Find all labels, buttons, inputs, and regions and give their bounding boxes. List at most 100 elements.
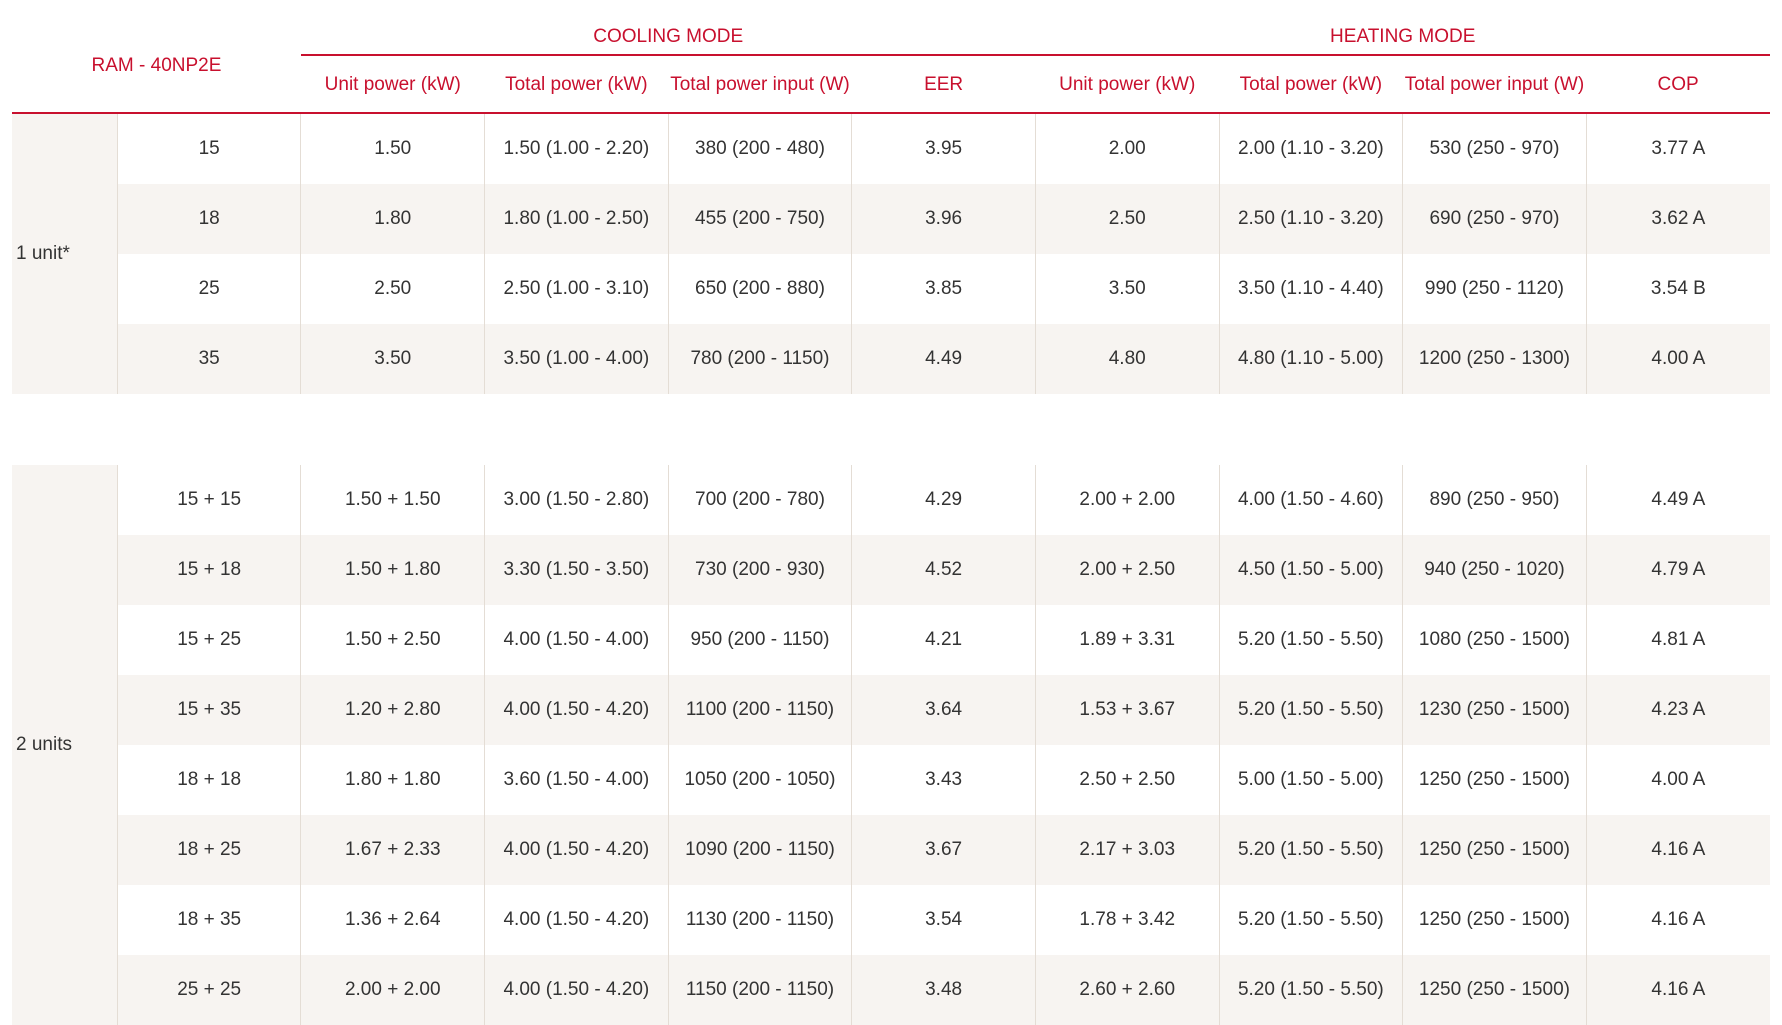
table-cell: 5.20 (1.50 - 5.50) — [1218, 815, 1403, 885]
table-cell: 1.67 + 2.33 — [300, 815, 485, 885]
table-cell: 1.36 + 2.64 — [300, 885, 485, 955]
row-config-cell: 15 — [116, 113, 301, 184]
table-cell: 4.52 — [851, 535, 1036, 605]
table-cell: 3.48 — [851, 955, 1036, 1025]
table-cell: 4.23 A — [1585, 675, 1770, 745]
table-row: 18 + 25 1.67 + 2.33 4.00 (1.50 - 4.20) 1090… — [12, 815, 1770, 885]
table-cell: 940 (250 - 1020) — [1402, 535, 1587, 605]
table-cell: 4.00 A — [1585, 324, 1770, 394]
table-cell: 3.77 A — [1585, 113, 1770, 184]
table-cell: 5.20 (1.50 - 5.50) — [1218, 605, 1403, 675]
table-cell: 2.17 + 3.03 — [1034, 815, 1220, 885]
table-cell: 5.00 (1.50 - 5.00) — [1218, 745, 1403, 815]
table-row: 15 + 25 1.50 + 2.50 4.00 (1.50 - 4.00) 950 … — [12, 605, 1770, 675]
table-cell: 2.50 — [300, 254, 485, 324]
group-label: 2 units — [12, 465, 118, 1025]
table-cell: 1050 (200 - 1050) — [667, 745, 852, 815]
row-config-cell: 15 + 35 — [116, 675, 301, 745]
table-row: 18 + 18 1.80 + 1.80 3.60 (1.50 - 4.00) 1050… — [12, 745, 1770, 815]
table-cell: 380 (200 - 480) — [667, 113, 852, 184]
table-cell: 1.89 + 3.31 — [1034, 605, 1220, 675]
table-cell: 1250 (250 - 1500) — [1402, 745, 1587, 815]
table-cell: 4.80 — [1034, 324, 1220, 394]
col-eer: EER — [851, 55, 1036, 114]
table-row: 35 3.50 3.50 (1.00 - 4.00) 780 (200 - 1150)… — [12, 324, 1770, 394]
table-cell: 890 (250 - 950) — [1402, 465, 1587, 535]
table-cell: 1130 (200 - 1150) — [667, 885, 852, 955]
table-cell: 1150 (200 - 1150) — [667, 955, 852, 1025]
table-cell: 4.00 (1.50 - 4.60) — [1218, 465, 1403, 535]
table-cell: 4.50 (1.50 - 5.00) — [1218, 535, 1403, 605]
table-cell: 1.50 + 2.50 — [300, 605, 485, 675]
table-cell: 2.00 (1.10 - 3.20) — [1218, 113, 1403, 184]
table-cell: 1.20 + 2.80 — [300, 675, 485, 745]
table-cell: 1080 (250 - 1500) — [1402, 605, 1587, 675]
table-cell: 2.00 + 2.50 — [1034, 535, 1220, 605]
table-cell: 4.21 — [851, 605, 1036, 675]
table-cell: 950 (200 - 1150) — [667, 605, 852, 675]
table-row: 15 + 35 1.20 + 2.80 4.00 (1.50 - 4.20) 1100… — [12, 675, 1770, 745]
table-cell: 3.50 (1.10 - 4.40) — [1218, 254, 1403, 324]
table-row: 2 units 15 + 15 1.50 + 1.50 3.00 (1.50 - 2.… — [12, 465, 1770, 1025]
table-row: 15 + 18 1.50 + 1.80 3.30 (1.50 - 3.50) 730 … — [12, 535, 1770, 605]
row-config-cell: 15 + 25 — [116, 605, 301, 675]
table-cell: 780 (200 - 1150) — [667, 324, 852, 394]
table-header: RAM - 40NP2E COOLING MODE HEATING MODE U… — [12, 20, 1770, 114]
table-cell: 5.20 (1.50 - 5.50) — [1218, 955, 1403, 1025]
table-cell: 1.80 — [300, 184, 485, 254]
table-cell: 4.00 (1.50 - 4.20) — [484, 815, 669, 885]
table-cell: 3.30 (1.50 - 3.50) — [484, 535, 669, 605]
table-cell: 3.54 B — [1585, 254, 1770, 324]
table-cell: 1250 (250 - 1500) — [1402, 815, 1587, 885]
table-cell: 4.49 A — [1585, 465, 1770, 535]
table-cell: 4.80 (1.10 - 5.00) — [1218, 324, 1403, 394]
table-cell: 4.00 (1.50 - 4.00) — [484, 605, 669, 675]
table-cell: 2.60 + 2.60 — [1034, 955, 1220, 1025]
row-config-cell: 25 + 25 — [116, 955, 301, 1025]
table-cell: 1.80 (1.00 - 2.50) — [484, 184, 669, 254]
table-cell: 3.50 — [1034, 254, 1220, 324]
table-cell: 4.79 A — [1585, 535, 1770, 605]
row-config-cell: 18 + 35 — [116, 885, 301, 955]
table-cell: 1.50 — [300, 113, 485, 184]
table-cell: 4.81 A — [1585, 605, 1770, 675]
table-cell: 1200 (250 - 1300) — [1402, 324, 1587, 394]
row-config-cell: 18 — [116, 184, 301, 254]
table-cell: 4.16 A — [1585, 815, 1770, 885]
table-cell: 4.00 (1.50 - 4.20) — [484, 885, 669, 955]
table-cell: 455 (200 - 750) — [667, 184, 852, 254]
spec-table: RAM - 40NP2E COOLING MODE HEATING MODE U… — [12, 20, 1770, 1025]
col-cop: COP — [1586, 55, 1770, 114]
table-cell: 2.50 — [1034, 184, 1220, 254]
table-cell: 4.00 A — [1585, 745, 1770, 815]
cooling-mode-header: COOLING MODE — [300, 20, 1036, 56]
table-cell: 1.53 + 3.67 — [1034, 675, 1220, 745]
row-config-cell: 25 — [116, 254, 301, 324]
col-total-input-heating: Total power input (W) — [1402, 55, 1587, 114]
table-cell: 3.96 — [851, 184, 1036, 254]
col-unit-power-heating: Unit power (kW) — [1035, 55, 1220, 114]
group-spacer — [12, 394, 1770, 465]
table-cell: 1230 (250 - 1500) — [1402, 675, 1587, 745]
table-cell: 2.50 + 2.50 — [1034, 745, 1220, 815]
table-cell: 700 (200 - 780) — [667, 465, 852, 535]
table-cell: 3.85 — [851, 254, 1036, 324]
table-cell: 730 (200 - 930) — [667, 535, 852, 605]
table-cell: 3.60 (1.50 - 4.00) — [484, 745, 669, 815]
table-cell: 3.67 — [851, 815, 1036, 885]
table-cell: 1.78 + 3.42 — [1034, 885, 1220, 955]
table-cell: 1.80 + 1.80 — [300, 745, 485, 815]
table-cell: 3.95 — [851, 113, 1036, 184]
row-config-cell: 18 + 18 — [116, 745, 301, 815]
col-total-input-cooling: Total power input (W) — [668, 55, 852, 114]
table-cell: 3.62 A — [1585, 184, 1770, 254]
table-cell: 650 (200 - 880) — [667, 254, 852, 324]
table-cell: 1100 (200 - 1150) — [667, 675, 852, 745]
table-cell: 3.50 — [300, 324, 485, 394]
col-total-power-cooling: Total power (kW) — [484, 55, 669, 114]
model-header: RAM - 40NP2E — [12, 20, 301, 114]
row-config-cell: 15 + 15 — [116, 465, 301, 535]
table-row: 1 unit* 15 1.50 1.50 (1.00 - 2.20) 380 (200 … — [12, 113, 1770, 394]
table-cell: 5.20 (1.50 - 5.50) — [1218, 885, 1403, 955]
table-cell: 3.54 — [851, 885, 1036, 955]
